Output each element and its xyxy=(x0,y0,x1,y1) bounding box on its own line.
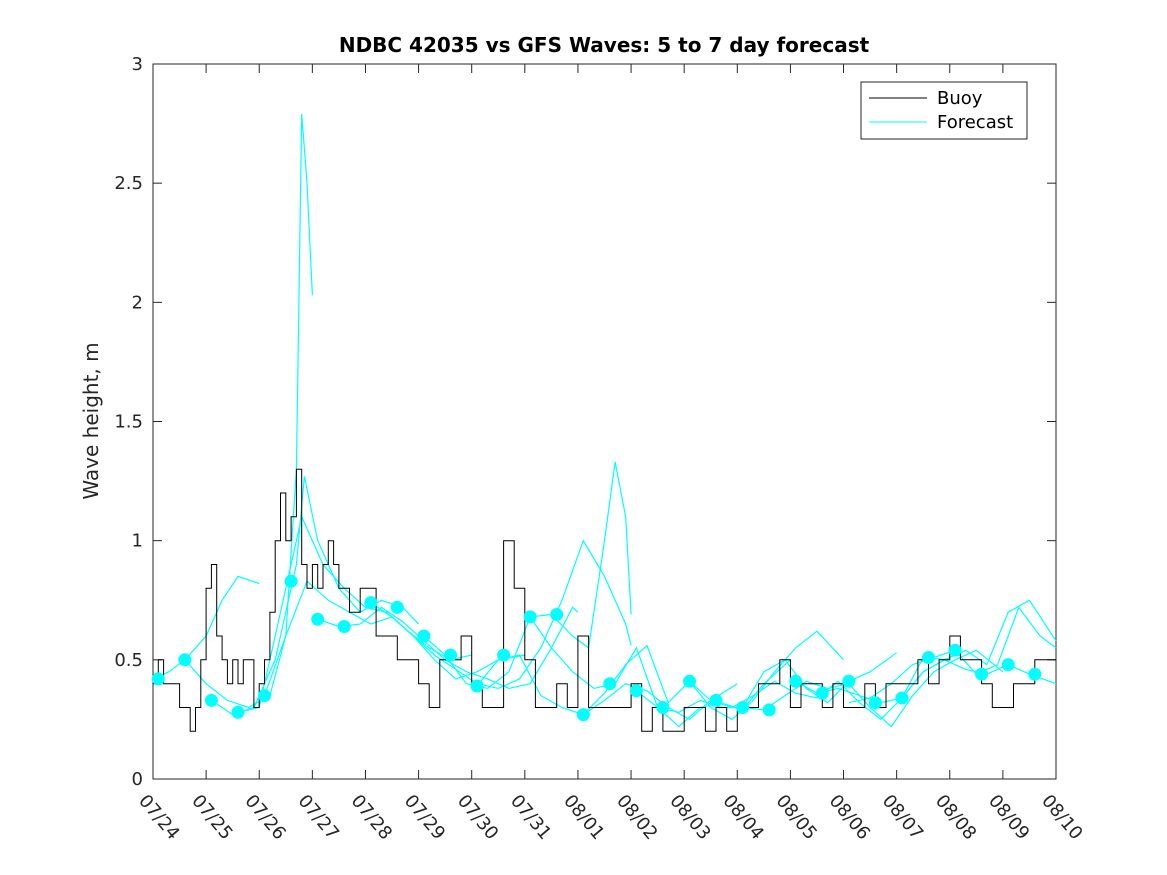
forecast-marker xyxy=(815,686,829,700)
forecast-marker xyxy=(1028,667,1042,681)
forecast-marker xyxy=(656,701,670,714)
axes-box xyxy=(152,63,1057,780)
forecast-marker xyxy=(258,689,271,703)
forecast-line xyxy=(211,476,420,716)
y-tick-label: 2 xyxy=(132,292,143,313)
forecast-marker xyxy=(762,703,776,717)
forecast-marker xyxy=(922,651,935,664)
forecast-marker xyxy=(364,596,378,610)
forecast-marker xyxy=(948,643,962,657)
forecast-marker xyxy=(523,610,537,624)
chart-title: NDBC 42035 vs GFS Waves: 5 to 7 day fore… xyxy=(339,33,870,57)
forecast-marker xyxy=(337,620,351,633)
forecast-marker xyxy=(470,679,484,693)
y-tick-label: 2.5 xyxy=(114,173,143,194)
forecast-marker xyxy=(603,677,617,691)
forecast-line xyxy=(742,649,1004,728)
forecast-marker xyxy=(231,705,245,719)
forecast-line xyxy=(582,630,844,721)
forecast-markers xyxy=(151,574,1042,722)
forecast-marker xyxy=(1001,658,1015,672)
forecast-marker xyxy=(789,674,803,688)
forecast-marker xyxy=(178,653,192,667)
y-tick-label: 1.5 xyxy=(114,412,143,433)
legend: Buoy Forecast xyxy=(860,81,1028,140)
forecast-line xyxy=(476,654,738,721)
forecast-marker xyxy=(311,612,325,626)
forecast-line xyxy=(317,606,579,690)
y-tick-label: 3 xyxy=(132,54,143,75)
forecast-marker xyxy=(390,600,404,614)
forecast-marker xyxy=(204,693,218,707)
forecast-marker xyxy=(975,667,989,681)
forecast-marker xyxy=(151,672,165,686)
legend-buoy-label: Buoy xyxy=(937,88,983,109)
forecast-marker xyxy=(709,693,723,707)
forecast-line xyxy=(184,113,313,709)
forecast-marker xyxy=(550,608,564,621)
plot-area: 00.511.522.53 07/24 07/25 07/26 07/27 07/28 0… xyxy=(114,54,1086,844)
forecast-line xyxy=(237,514,472,713)
legend-forecast-label: Forecast xyxy=(937,112,1013,133)
y-tick-label: 1 xyxy=(132,531,143,552)
forecast-marker xyxy=(842,674,856,688)
forecast-line xyxy=(370,539,632,690)
forecast-marker xyxy=(444,648,457,662)
forecast-marker xyxy=(868,696,882,710)
y-tick-label: 0.5 xyxy=(114,650,143,671)
legend-box xyxy=(860,81,1028,140)
forecast-marker xyxy=(417,629,431,643)
forecast-marker xyxy=(895,691,909,705)
y-axis-label: Wave height, m xyxy=(79,342,103,499)
y-tick-label: 0 xyxy=(132,769,143,790)
forecast-marker xyxy=(683,674,696,688)
forecast-marker xyxy=(736,701,750,714)
forecast-marker xyxy=(629,684,643,698)
forecast-marker xyxy=(576,708,590,722)
forecast-marker xyxy=(284,574,298,588)
y-axis: 0 0.5 1 1.5 2 2.5 3 xyxy=(114,54,1056,790)
forecast-marker xyxy=(497,648,511,662)
